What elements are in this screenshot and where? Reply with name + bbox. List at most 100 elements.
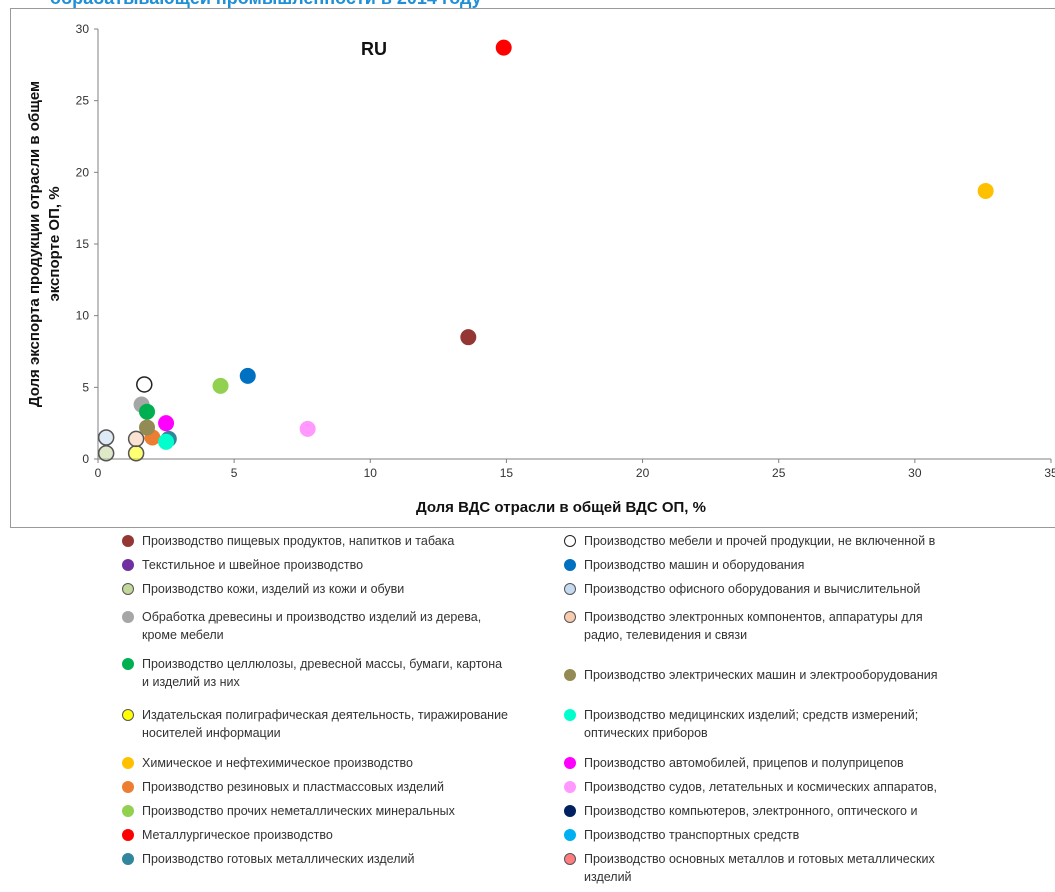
legend-label: Химическое и нефтехимическое производств…: [142, 756, 413, 770]
legend-item: Производство медицинских изделий; средст…: [564, 706, 1054, 742]
legend-marker-icon: [564, 669, 576, 681]
legend-label: Текстильное и швейное производство: [142, 558, 364, 572]
legend-item: Производство основных металлов и готовых…: [564, 850, 1054, 886]
legend-marker-icon: [122, 709, 134, 721]
x-axis-label: Доля ВДС отрасли в общей ВДС ОП, %: [416, 499, 706, 516]
data-point: [139, 403, 156, 420]
legend-marker-icon: [564, 709, 576, 721]
legend-marker-icon: [564, 757, 576, 769]
data-point: [139, 419, 156, 436]
legend-label: Производство медицинских изделий; средст…: [584, 708, 919, 740]
legend-marker-icon: [122, 559, 134, 571]
legend-item: Производство судов, летательных и космич…: [564, 778, 1054, 796]
data-point: [239, 367, 256, 384]
data-point: [97, 445, 115, 462]
y-tick-label: 5: [82, 380, 89, 394]
data-point: [212, 377, 229, 394]
legend-item: Производство прочих неметаллических мине…: [122, 802, 562, 820]
data-point: [97, 429, 115, 446]
data-points: [97, 39, 994, 462]
scatter-plot: 0 5 10 15 20 25 30 0 5 10 15 20 25 30 35 RU Доля ВДС о…: [26, 22, 1055, 516]
data-point: [299, 420, 316, 437]
legend-marker-icon: [564, 611, 576, 623]
legend-marker-icon: [564, 781, 576, 793]
legend-label: Производство электрических машин и элект…: [584, 668, 938, 682]
chart-annotation: RU: [361, 39, 387, 59]
legend-item: Химическое и нефтехимическое производств…: [122, 754, 562, 772]
legend-marker-icon: [564, 805, 576, 817]
legend-marker-icon: [564, 535, 576, 547]
legend-marker-icon: [122, 535, 134, 547]
legend-label: Производство судов, летательных и космич…: [584, 780, 937, 794]
legend-label: Производство автомобилей, прицепов и пол…: [584, 756, 904, 770]
data-point: [158, 415, 175, 432]
legend-item: Издательская полиграфическая деятельност…: [122, 706, 562, 742]
data-point: [158, 433, 175, 450]
legend-marker-icon: [564, 829, 576, 841]
legend-item: Производство пищевых продуктов, напитков…: [122, 532, 562, 550]
axes: 0 5 10 15 20 25 30 0 5 10 15 20 25 30 35: [76, 22, 1055, 480]
legend-label: Производство транспортных средств: [584, 828, 800, 842]
x-tick-label: 35: [1044, 466, 1055, 480]
chart-area: 0 5 10 15 20 25 30 0 5 10 15 20 25 30 35 RU Доля ВДС о…: [10, 8, 1055, 528]
legend-item: Производство компьютеров, электронного, …: [564, 802, 1054, 820]
legend-label: Производство прочих неметаллических мине…: [142, 804, 455, 818]
y-tick-label: 30: [76, 22, 90, 36]
legend-item: Производство электрических машин и элект…: [564, 666, 1054, 684]
legend-item: Производство готовых металлических издел…: [122, 850, 562, 868]
legend-marker-icon: [122, 853, 134, 865]
legend-marker-icon: [122, 781, 134, 793]
data-point: [127, 430, 145, 448]
chart-title: обрабатывающей промышленности в 2014 год…: [50, 0, 482, 9]
legend-label: Производство компьютеров, электронного, …: [584, 804, 918, 818]
legend-item: Производство машин и оборудования: [564, 556, 1054, 574]
x-tick-label: 10: [364, 466, 378, 480]
legend-item: Производство резиновых и пластмассовых и…: [122, 778, 562, 796]
legend-marker-icon: [122, 829, 134, 841]
data-point: [495, 39, 512, 56]
legend-label: Производство офисного оборудования и выч…: [584, 582, 921, 596]
legend-label: Обработка древесины и производство издел…: [142, 610, 482, 642]
legend-label: Производство резиновых и пластмассовых и…: [142, 780, 444, 794]
x-tick-label: 0: [95, 466, 102, 480]
x-tick-label: 30: [908, 466, 922, 480]
legend-label: Производство готовых металлических издел…: [142, 852, 415, 866]
x-tick-label: 5: [231, 466, 238, 480]
legend-label: Производство целлюлозы, древесной массы,…: [142, 657, 503, 689]
data-point: [977, 182, 994, 199]
data-point: [136, 376, 153, 393]
y-tick-label: 15: [76, 237, 90, 251]
legend-label: Производство мебели и прочей продукции, …: [584, 534, 936, 548]
legend-item: Производство офисного оборудования и выч…: [564, 580, 1054, 598]
legend-label: Издательская полиграфическая деятельност…: [142, 708, 509, 740]
y-tick-label: 20: [76, 165, 90, 179]
legend-marker-icon: [564, 853, 576, 865]
legend-label: Производство машин и оборудования: [584, 558, 805, 572]
legend-marker-icon: [122, 611, 134, 623]
legend-item: Производство мебели и прочей продукции, …: [564, 532, 1054, 550]
legend-item: Производство целлюлозы, древесной массы,…: [122, 655, 562, 691]
legend-item: Производство электронных компонентов, ап…: [564, 608, 1054, 644]
legend-label: Производство пищевых продуктов, напитков…: [142, 534, 455, 548]
y-tick-label: 0: [82, 452, 89, 466]
legend-marker-icon: [122, 805, 134, 817]
legend: Производство пищевых продуктов, напитков…: [118, 528, 1055, 892]
legend-label: Производство основных металлов и готовых…: [584, 852, 935, 884]
legend-item: Производство транспортных средств: [564, 826, 1054, 844]
data-point: [127, 445, 145, 462]
legend-marker-icon: [564, 559, 576, 571]
legend-label: Металлургическое производство: [142, 828, 333, 842]
y-tick-label: 10: [76, 309, 90, 323]
legend-marker-icon: [122, 583, 134, 595]
data-point: [460, 329, 477, 346]
legend-item: Обработка древесины и производство издел…: [122, 608, 562, 644]
legend-item: Текстильное и швейное производство: [122, 556, 562, 574]
legend-label: Производство кожи, изделий из кожи и обу…: [142, 582, 405, 596]
x-tick-label: 15: [500, 466, 514, 480]
legend-marker-icon: [122, 757, 134, 769]
x-tick-label: 25: [772, 466, 786, 480]
x-tick-label: 20: [636, 466, 650, 480]
legend-marker-icon: [564, 583, 576, 595]
y-tick-label: 25: [76, 94, 90, 108]
legend-marker-icon: [122, 658, 134, 670]
